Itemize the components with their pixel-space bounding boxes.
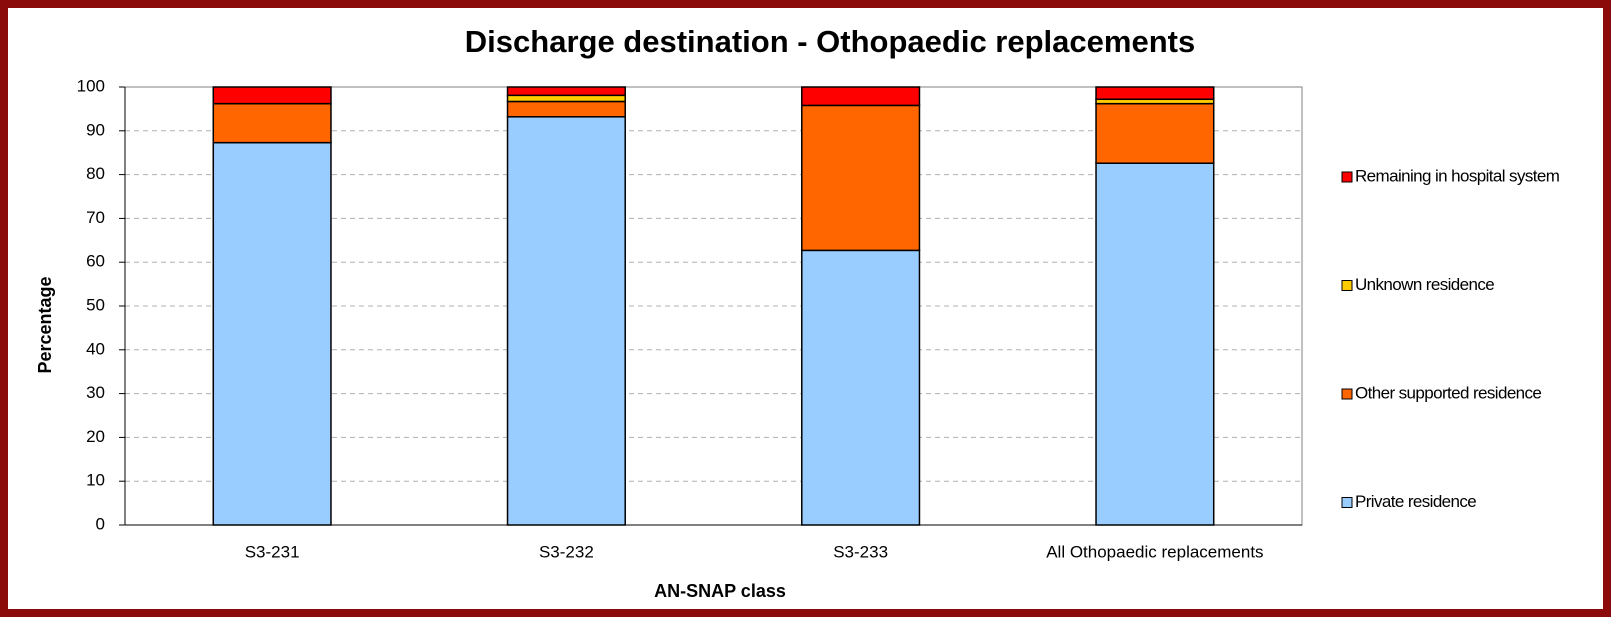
bar-segment (506, 116, 626, 526)
y-tick-label: 50 (86, 295, 105, 314)
x-tick-label: S3-231 (245, 542, 300, 561)
legend-label: Remaining in hospital system (1355, 166, 1560, 185)
bar-segment (801, 86, 921, 107)
bar-segment (212, 102, 332, 144)
legend-swatch (1341, 497, 1353, 508)
y-tick-label: 0 (96, 514, 105, 533)
bar-segment (1095, 102, 1215, 164)
chart-title: Discharge destination - Othopaedic repla… (465, 24, 1195, 59)
bar-segment (506, 86, 626, 97)
x-tick-label: All Othopaedic replacements (1046, 542, 1263, 561)
legend-swatch (1341, 171, 1353, 183)
bar-segment (1095, 162, 1215, 526)
y-axis-label: Percentage (35, 276, 55, 373)
x-tick-label: S3-233 (833, 542, 888, 561)
y-tick-label: 40 (86, 339, 105, 358)
bar-segment (1095, 86, 1215, 101)
x-axis-label: AN-SNAP class (654, 581, 786, 601)
legend-swatch (1341, 280, 1353, 291)
y-tick-label: 100 (77, 76, 105, 95)
y-tick-label: 80 (86, 164, 105, 183)
bar-segment (506, 94, 626, 103)
y-tick-label: 20 (86, 427, 105, 446)
y-tick-label: 70 (86, 208, 105, 227)
bar-segment (801, 104, 921, 252)
y-tick-label: 60 (86, 252, 105, 271)
bar-segment (506, 100, 626, 118)
y-tick-label: 90 (86, 120, 105, 139)
y-tick-label: 10 (86, 471, 105, 490)
bar-segment (212, 141, 332, 526)
x-tick-label: S3-232 (539, 542, 594, 561)
legend-swatch (1341, 388, 1353, 400)
legend-label: Private residence (1355, 492, 1476, 511)
y-tick-label: 30 (86, 383, 105, 402)
legend-label: Other supported residence (1355, 383, 1541, 402)
legend-label: Unknown residence (1355, 275, 1494, 294)
bar-segment (801, 249, 921, 526)
bar-segment (212, 86, 332, 105)
